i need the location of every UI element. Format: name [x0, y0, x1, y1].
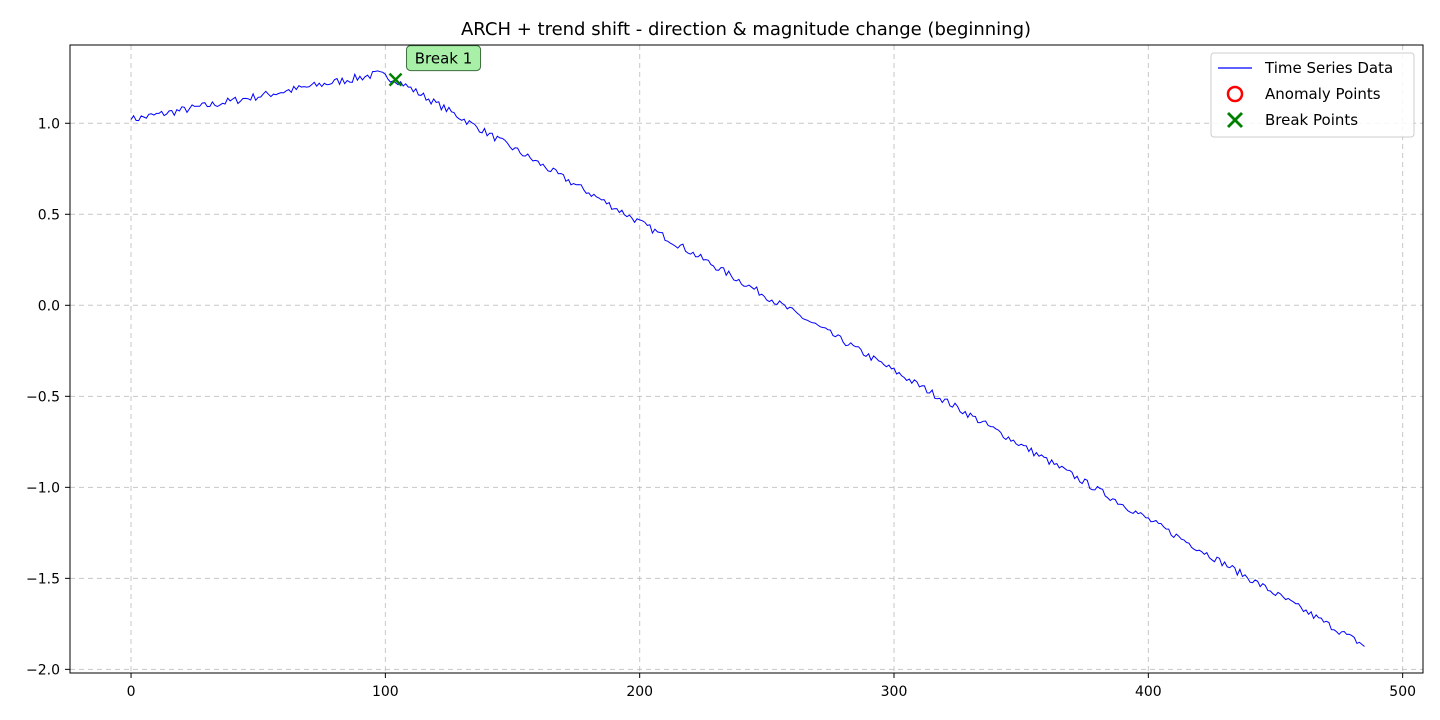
x-tick-label: 300 [881, 684, 908, 700]
break-point-marker [388, 72, 403, 87]
legend-label: Time Series Data [1264, 59, 1393, 77]
legend-label: Break Points [1265, 111, 1358, 129]
series-line-time-series-data [130, 70, 1365, 647]
legend-entry: Time Series Data [1218, 59, 1393, 77]
x-tick-label: 500 [1389, 684, 1416, 700]
y-tick-label: 0.0 [38, 298, 60, 314]
legend-entry: Break Points [1227, 111, 1358, 129]
legend-circle-icon [1226, 85, 1244, 103]
break-point-label: Break 1 [406, 45, 482, 72]
break-points: Break 1 [388, 45, 482, 87]
grid-lines [70, 45, 1423, 673]
plot-area-frame [69, 44, 1424, 674]
y-tick-label: −1.5 [26, 571, 60, 587]
x-tick-label: 0 [127, 684, 136, 700]
chart-title: ARCH + trend shift - direction & magnitu… [461, 19, 1031, 40]
legend-label: Anomaly Points [1265, 85, 1381, 103]
legend: Time Series Data Anomaly Points Break Poin… [1210, 52, 1415, 138]
svg-text:Break 1: Break 1 [415, 50, 473, 68]
y-tick-label: 0.5 [38, 207, 60, 223]
axis-ticks: 0 100 200 300 400 500 −2.0 −1.5 −1.0 −0.5 0.0 0.5 1.… [26, 116, 1416, 700]
x-tick-label: 100 [372, 684, 399, 700]
y-tick-label: −2.0 [26, 662, 60, 678]
legend-box [1210, 52, 1415, 138]
legend-entry: Anomaly Points [1226, 85, 1381, 103]
x-tick-label: 400 [1135, 684, 1162, 700]
series-layer [130, 70, 1365, 647]
y-tick-label: −0.5 [26, 389, 60, 405]
x-tick-label: 200 [626, 684, 653, 700]
y-tick-label: −1.0 [26, 480, 60, 496]
y-tick-label: 1.0 [38, 116, 60, 132]
